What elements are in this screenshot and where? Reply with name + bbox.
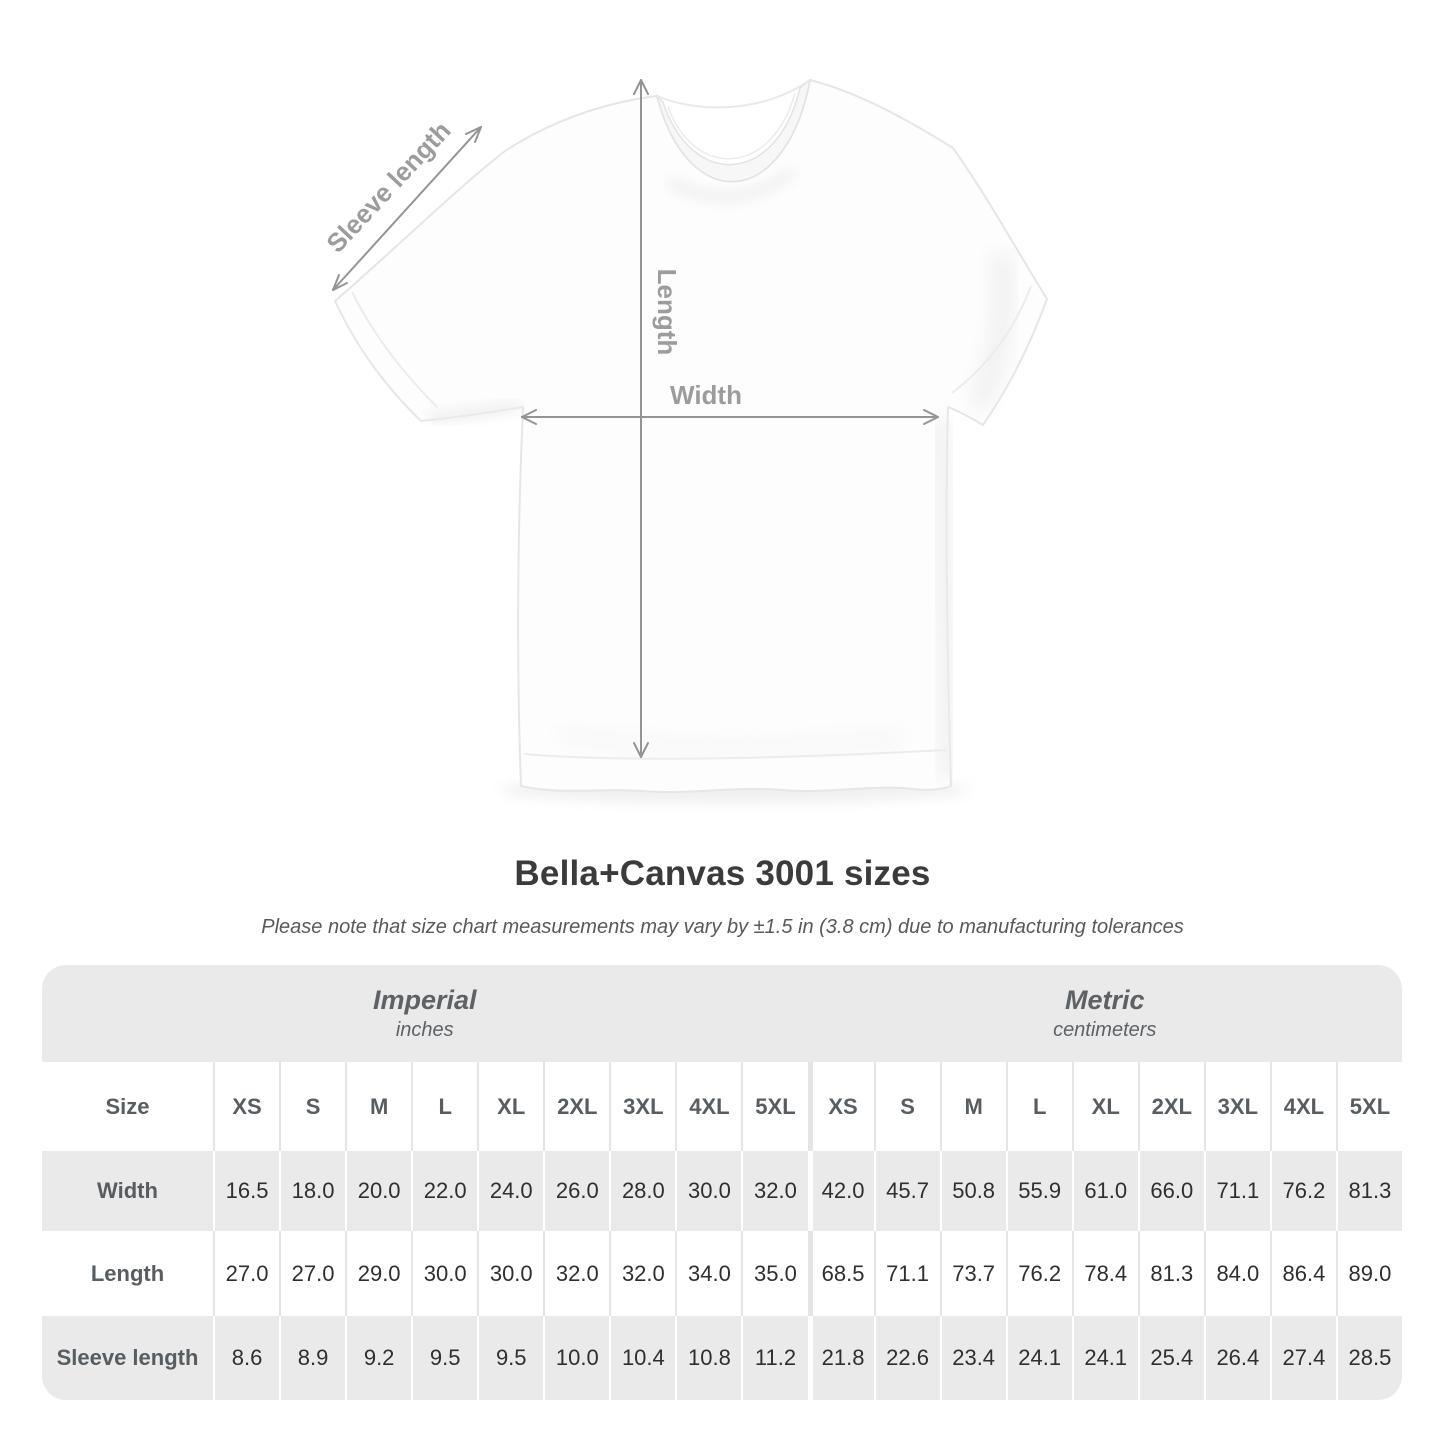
- row-sleeve-length-cell-3: 9.5: [411, 1316, 477, 1400]
- row-length-cell-16: 86.4: [1269, 1231, 1336, 1316]
- unit-group-metric: Metric centimeters: [808, 965, 1403, 1062]
- row-sleeve-length-cell-12: 24.1: [1005, 1316, 1072, 1400]
- row-length-cell-13: 78.4: [1071, 1231, 1138, 1316]
- size-header-row-cell-4: XL: [477, 1062, 544, 1151]
- row-sleeve-length-cell-17: 28.5: [1335, 1316, 1402, 1400]
- size-header-row-cell-11: M: [939, 1062, 1006, 1151]
- size-header-row-cell-1: S: [279, 1062, 346, 1151]
- size-header-row-cell-7: 4XL: [675, 1062, 742, 1151]
- row-sleeve-length-label: Sleeve length: [56, 1345, 199, 1370]
- page-title: Bella+Canvas 3001 sizes: [514, 854, 931, 893]
- size-header-row-cell-8: 5XL: [741, 1062, 808, 1151]
- tshirt-shading: [429, 167, 1012, 779]
- row-width-cell-10: 45.7: [873, 1151, 940, 1231]
- row-sleeve-length-cell-1: 8.9: [279, 1316, 345, 1400]
- row-length-cell-3: 30.0: [411, 1231, 478, 1316]
- width-label: Width: [670, 380, 742, 410]
- size-header-row-cell-5: 2XL: [543, 1062, 610, 1151]
- size-header-row-cell-3: L: [411, 1062, 478, 1151]
- measurement-arrows: [332, 79, 939, 758]
- size-header-row-cell-0: XS: [213, 1062, 280, 1151]
- tshirt-collar: [655, 78, 812, 183]
- row-width-cell-3: 22.0: [411, 1151, 477, 1231]
- row-length-cell-11: 73.7: [939, 1231, 1006, 1316]
- row-length-cell-12: 76.2: [1005, 1231, 1072, 1316]
- row-width-cell-11: 50.8: [939, 1151, 1006, 1231]
- row-sleeve-length-cell-11: 23.4: [939, 1316, 1006, 1400]
- size-header-row-cell-9: XS: [807, 1062, 874, 1151]
- size-header-row-cell-10: S: [873, 1062, 940, 1151]
- tolerance-note: Please note that size chart measurements…: [261, 916, 1184, 938]
- row-length-cell-7: 34.0: [675, 1231, 742, 1316]
- row-length-cell-8: 35.0: [741, 1231, 808, 1316]
- size-header-row-cell-14: 2XL: [1137, 1062, 1204, 1151]
- length-label: Length: [652, 269, 682, 356]
- row-sleeve-length-cell-6: 10.4: [609, 1316, 675, 1400]
- row-width-cell-5: 26.0: [543, 1151, 609, 1231]
- size-header-row-cell-13: XL: [1071, 1062, 1138, 1151]
- row-sleeve-length-cell-14: 25.4: [1137, 1316, 1204, 1400]
- size-header-row-label: Size: [42, 1062, 213, 1151]
- row-width-cell-0: 16.5: [213, 1151, 279, 1231]
- row-width-cell-9: 42.0: [807, 1151, 874, 1231]
- row-width-cell-4: 24.0: [477, 1151, 543, 1231]
- size-header-row-cell-16: 4XL: [1269, 1062, 1336, 1151]
- row-length-cell-2: 29.0: [345, 1231, 412, 1316]
- width-arrow: [521, 409, 939, 425]
- row-width-cell-8: 32.0: [741, 1151, 807, 1231]
- row-length-cell-5: 32.0: [543, 1231, 610, 1316]
- row-width-label: Width: [97, 1178, 158, 1203]
- length-arrow: [633, 79, 649, 758]
- row-sleeve-length-cell-16: 27.4: [1269, 1316, 1336, 1400]
- row-width-cell-2: 20.0: [345, 1151, 411, 1231]
- unit-group-imperial: Imperial inches: [42, 965, 808, 1062]
- tshirt-body: [334, 79, 1048, 794]
- row-length-cell-9: 68.5: [807, 1231, 874, 1316]
- row-width-cell-6: 28.0: [609, 1151, 675, 1231]
- row-length-cell-17: 89.0: [1335, 1231, 1402, 1316]
- row-width-cell-13: 61.0: [1071, 1151, 1138, 1231]
- row-width-cell-1: 18.0: [279, 1151, 345, 1231]
- size-table: Imperial inches Metric centimeters Size X…: [42, 965, 1402, 1400]
- row-sleeve-length-cell-13: 24.1: [1071, 1316, 1138, 1400]
- size-header-row-cell-2: M: [345, 1062, 412, 1151]
- tshirt-measurement-diagram: Width Length Sleeve length: [320, 78, 1048, 803]
- row-length-cell-6: 32.0: [609, 1231, 676, 1316]
- row-sleeve-length-cell-9: 21.8: [807, 1316, 874, 1400]
- row-width-cell-16: 76.2: [1269, 1151, 1336, 1231]
- row-length-cell-1: 27.0: [279, 1231, 346, 1316]
- tshirt-stitching: [351, 285, 1032, 760]
- row-sleeve-length-cell-15: 26.4: [1203, 1316, 1270, 1400]
- row-sleeve-length-cell-10: 22.6: [873, 1316, 940, 1400]
- size-header-row-cell-12: L: [1005, 1062, 1072, 1151]
- row-length-cell-14: 81.3: [1137, 1231, 1204, 1316]
- row-width-cell-7: 30.0: [675, 1151, 741, 1231]
- row-width-cell-12: 55.9: [1005, 1151, 1072, 1231]
- row-width-cell-15: 71.1: [1203, 1151, 1270, 1231]
- row-sleeve-length-cell-5: 10.0: [543, 1316, 609, 1400]
- row-length-cell-15: 84.0: [1203, 1231, 1270, 1316]
- metric-sublabel: centimeters: [1053, 1019, 1157, 1041]
- row-sleeve-length-cell-0: 8.6: [213, 1316, 279, 1400]
- row-width-cell-14: 66.0: [1137, 1151, 1204, 1231]
- imperial-label: Imperial: [372, 985, 477, 1015]
- metric-label: Metric: [1064, 985, 1145, 1015]
- row-sleeve-length-cell-2: 9.2: [345, 1316, 411, 1400]
- sleeve-length-arrow: [332, 126, 482, 291]
- row-sleeve-length-cell-8: 11.2: [741, 1316, 807, 1400]
- size-header-row-cell-15: 3XL: [1203, 1062, 1270, 1151]
- row-length-label: Length: [42, 1231, 213, 1316]
- size-header-row-cell-6: 3XL: [609, 1062, 676, 1151]
- row-sleeve-length-cell-4: 9.5: [477, 1316, 543, 1400]
- row-length-cell-10: 71.1: [873, 1231, 940, 1316]
- row-width-cell-17: 81.3: [1335, 1151, 1402, 1231]
- size-header-row-cell-17: 5XL: [1335, 1062, 1402, 1151]
- row-sleeve-length-cell-7: 10.8: [675, 1316, 741, 1400]
- row-length-cell-0: 27.0: [213, 1231, 280, 1316]
- imperial-sublabel: inches: [395, 1019, 454, 1041]
- row-length-cell-4: 30.0: [477, 1231, 544, 1316]
- size-table-grid: Imperial inches Metric centimeters Size X…: [42, 965, 1402, 1400]
